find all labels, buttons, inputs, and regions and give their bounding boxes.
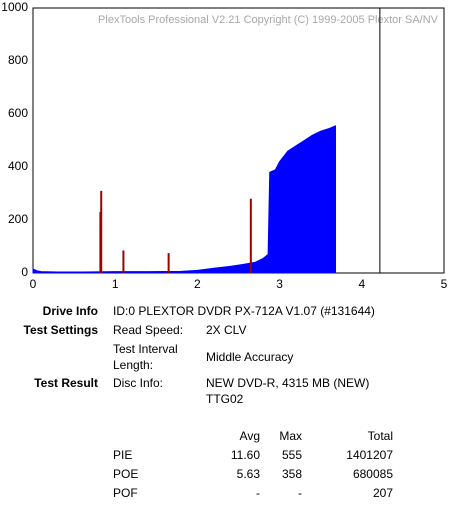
y-tick-label: 400 <box>8 159 28 173</box>
row-label: POF <box>113 486 138 500</box>
label: Read Speed: <box>113 323 183 337</box>
label: Test Result <box>34 376 98 390</box>
value: NEW DVD-R, 4315 MB (NEW) <box>206 376 369 390</box>
x-tick-label: 5 <box>441 277 448 291</box>
plot-frame <box>32 7 445 274</box>
table-cell: 1401207 <box>346 448 393 462</box>
y-tick-label: 1000 <box>1 0 28 14</box>
table-cell: - <box>256 486 260 500</box>
table-cell: 11.60 <box>231 448 260 462</box>
value: ID:0 PLEXTOR DVDR PX-712A V1.07 (#131644… <box>113 304 375 318</box>
label: Drive Info <box>43 304 98 318</box>
table-cell: 5.63 <box>237 467 261 481</box>
y-tick-label: 800 <box>8 53 28 67</box>
y-tick-label: 0 <box>21 265 28 279</box>
x-tick-label: 1 <box>112 277 119 291</box>
row-label: PIE <box>113 448 132 462</box>
label: Disc Info: <box>113 376 163 390</box>
x-tick-label: 2 <box>194 277 201 291</box>
value: 2X CLV <box>206 323 246 337</box>
y-tick-label: 200 <box>8 212 28 226</box>
x-tick-label: 3 <box>276 277 283 291</box>
watermark: PlexTools Professional V2.21 Copyright (… <box>98 14 439 26</box>
row-label: POE <box>113 467 138 481</box>
table-cell: 358 <box>282 467 302 481</box>
table-header: Avg <box>240 429 260 443</box>
table-cell: 555 <box>282 448 302 462</box>
value: TTG02 <box>206 392 244 406</box>
table-header: Total <box>368 429 393 443</box>
value: Middle Accuracy <box>206 350 293 364</box>
x-tick-label: 0 <box>30 277 37 291</box>
pie-area <box>32 125 336 274</box>
table-cell: 680085 <box>353 467 393 481</box>
label: Test Interval <box>113 342 178 356</box>
table-cell: - <box>298 486 302 500</box>
label: Test Settings <box>24 323 99 337</box>
table-cell: 207 <box>373 486 393 500</box>
table-header: Max <box>279 429 302 443</box>
label: Length: <box>113 358 153 372</box>
y-tick-label: 600 <box>8 106 28 120</box>
x-tick-label: 4 <box>358 277 365 291</box>
